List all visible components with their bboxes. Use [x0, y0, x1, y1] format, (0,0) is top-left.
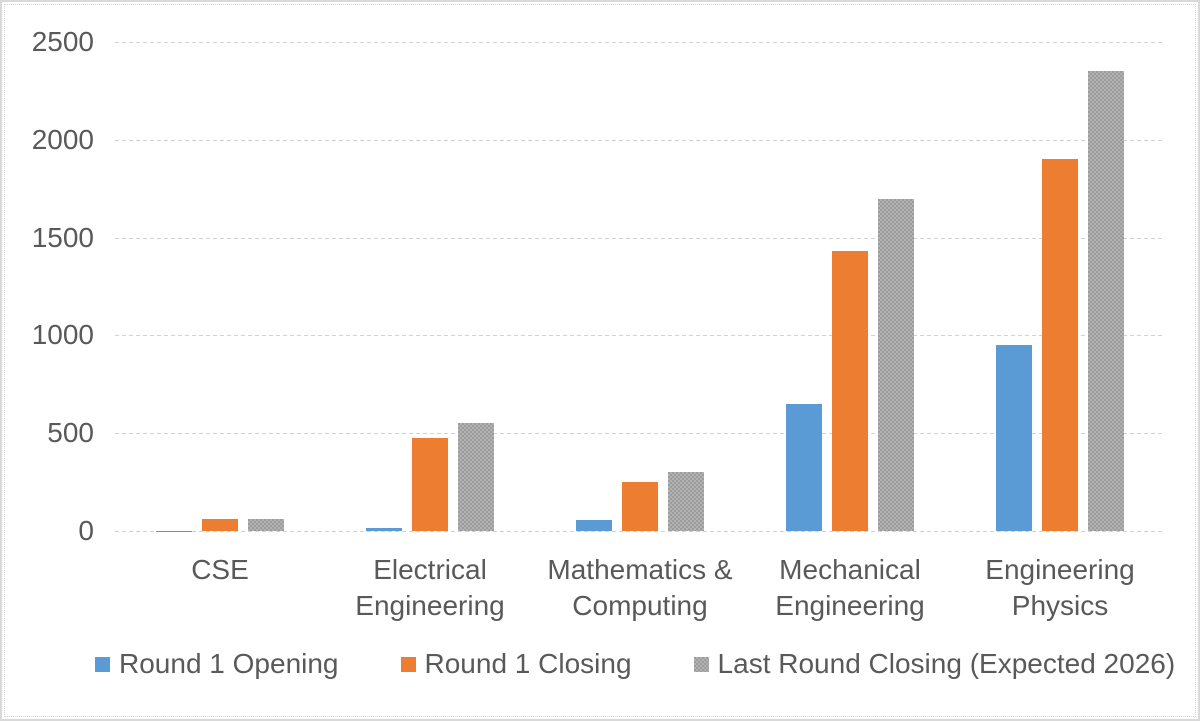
y-tick-label-2500: 2500: [31, 26, 94, 57]
chart-legend: Round 1 Opening Round 1 Closing Last Round…: [2, 647, 1198, 681]
y-axis: 0 500 1000 1500 2000 2500: [2, 2, 94, 719]
legend-item-3: Last Round Closing (Expected 2026): [693, 647, 1176, 681]
bar-round-1-closing-3: [622, 482, 658, 531]
x-tick-label-4: Mechanical Engineering: [775, 554, 925, 621]
bar-round-1-closing-5: [1042, 159, 1078, 531]
bar-round-1-opening-2: [366, 528, 402, 531]
bar-last-round-closing-expected-2026--2: [458, 423, 494, 531]
y-tick-label-0: 0: [78, 515, 94, 546]
bar-round-1-opening-5: [996, 345, 1032, 531]
x-axis: CSE Electrical Engineering Mathematics & C…: [115, 552, 1165, 642]
bar-group-1: [115, 42, 325, 531]
y-tick-label-1500: 1500: [31, 221, 94, 253]
y-tick-label-1000: 1000: [31, 319, 94, 351]
legend-swatch-icon: [95, 656, 110, 672]
bar-last-round-closing-expected-2026--4: [878, 198, 914, 531]
x-tick-label-5: Engineering Physics: [985, 554, 1135, 621]
bar-last-round-closing-expected-2026--1: [248, 519, 284, 531]
legend-label: Round 1 Opening: [119, 648, 339, 679]
gridline-2500: [115, 42, 1165, 43]
bar-group-5: [955, 42, 1165, 531]
bar-round-1-closing-1: [202, 519, 238, 531]
bar-round-1-closing-2: [412, 438, 448, 531]
x-tick-label-1: CSE: [191, 554, 249, 585]
bar-round-1-opening-4: [786, 403, 822, 531]
legend-item-1: Round 1 Opening: [95, 647, 339, 681]
y-tick-label-500: 500: [47, 417, 94, 449]
legend-item-2: Round 1 Closing: [400, 647, 632, 681]
bar-last-round-closing-expected-2026--5: [1088, 71, 1124, 531]
legend-swatch-icon: [693, 656, 709, 672]
gridline-500: [115, 433, 1165, 435]
gridline-2000: [115, 139, 1165, 141]
bar-group-2: [325, 42, 535, 531]
legend-label: Round 1 Closing: [424, 648, 632, 679]
bar-last-round-closing-expected-2026--3: [668, 472, 704, 531]
legend-label: Last Round Closing (Expected 2026): [717, 648, 1176, 679]
bar-group-3: [535, 42, 745, 531]
bar-group-4: [745, 42, 955, 531]
gridline-0: [115, 531, 1165, 532]
plot-area: [115, 42, 1165, 532]
gridline-1000: [115, 335, 1165, 337]
bar-round-1-opening-3: [576, 520, 612, 531]
x-tick-label-3: Mathematics & Computing: [547, 554, 733, 621]
y-tick-label-2000: 2000: [31, 123, 94, 155]
legend-swatch-icon: [400, 656, 416, 672]
bar-round-1-closing-4: [832, 251, 868, 531]
gridline-1500: [115, 237, 1165, 239]
x-tick-label-2: Electrical Engineering: [355, 554, 505, 621]
